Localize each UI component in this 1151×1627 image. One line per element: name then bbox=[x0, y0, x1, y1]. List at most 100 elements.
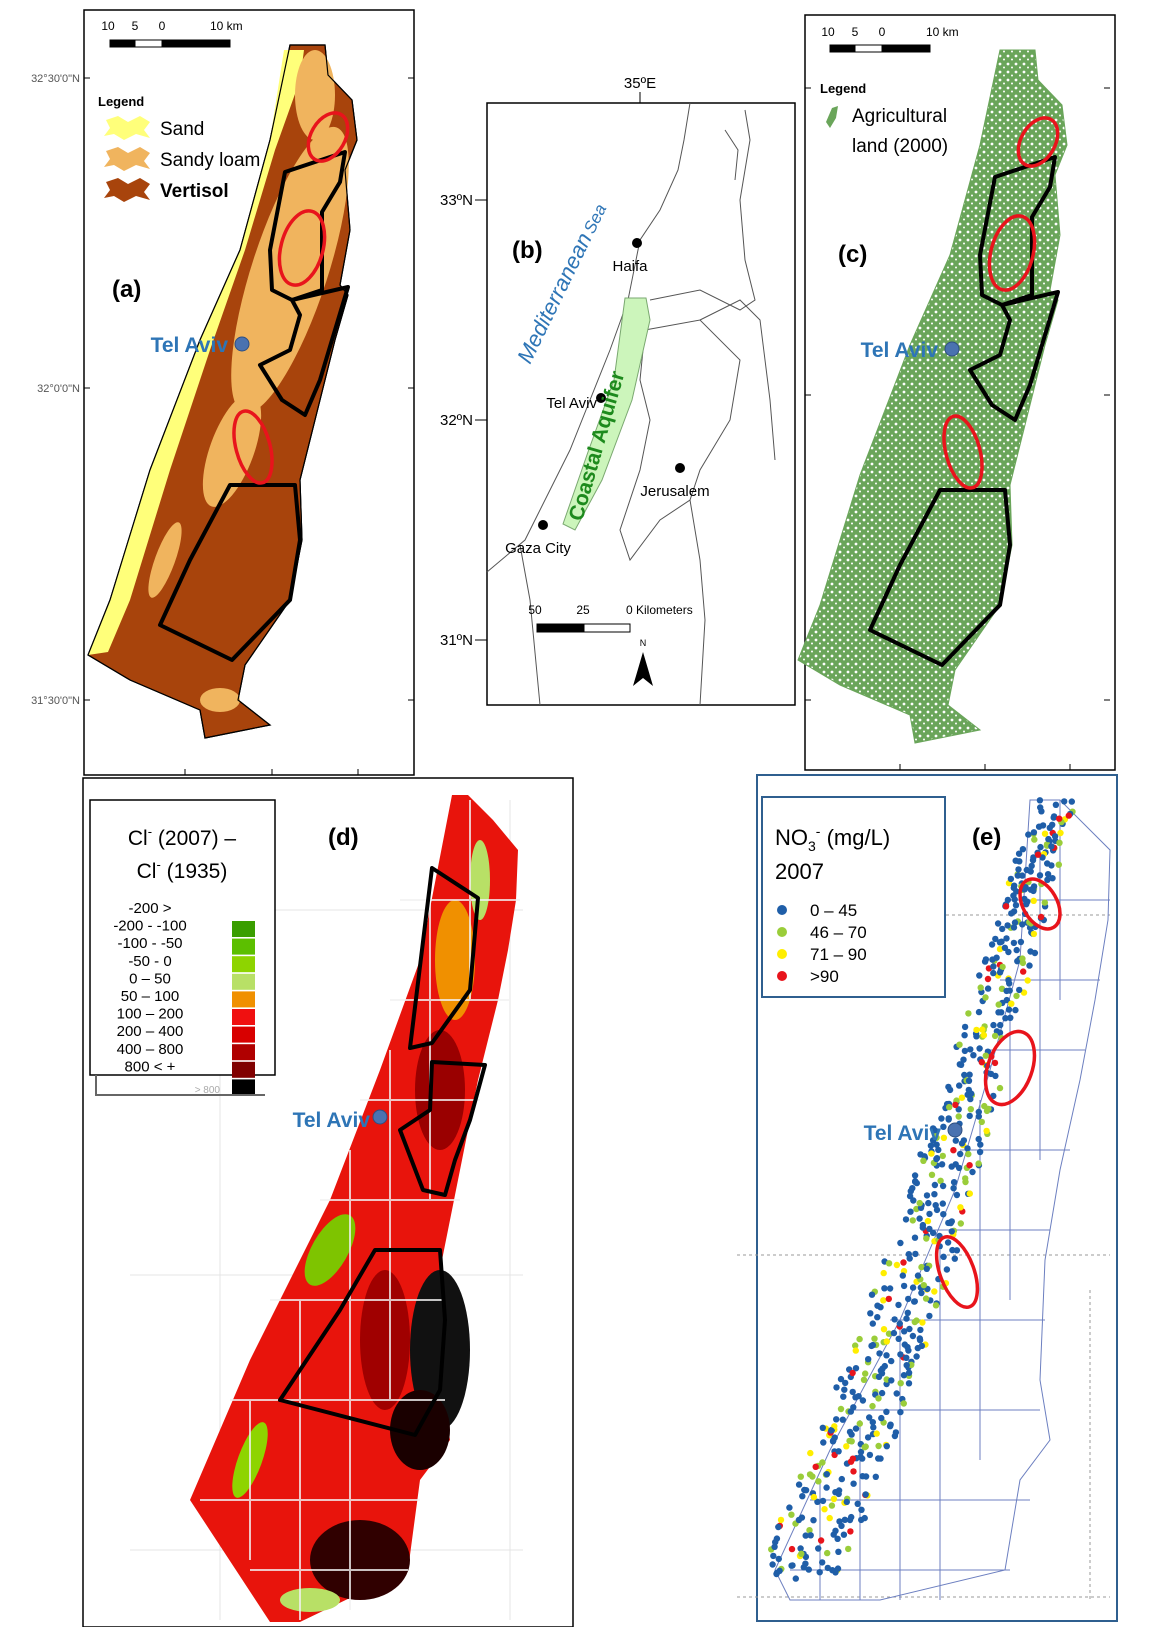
sample-dot bbox=[906, 1370, 912, 1376]
sample-dot bbox=[884, 1443, 890, 1449]
sample-dot bbox=[807, 1450, 813, 1456]
sample-dot bbox=[901, 1400, 907, 1406]
sample-dot bbox=[1008, 876, 1014, 882]
sample-dot bbox=[1002, 945, 1008, 951]
sample-dot bbox=[891, 1316, 897, 1322]
city-label: Tel Aviv bbox=[293, 1109, 371, 1132]
sample-dot bbox=[954, 1192, 960, 1198]
panel-label: (b) bbox=[512, 237, 543, 264]
sample-dot bbox=[1031, 829, 1037, 835]
sample-dot bbox=[832, 1489, 838, 1495]
sample-dot bbox=[841, 1532, 847, 1538]
legend-label: Sand bbox=[160, 119, 204, 140]
legend-label: 71 – 90 bbox=[810, 945, 867, 964]
sample-dot bbox=[995, 920, 1001, 926]
sample-dot bbox=[858, 1507, 864, 1513]
north-label: N bbox=[640, 638, 647, 648]
sample-dot bbox=[903, 1355, 909, 1361]
sample-dot bbox=[796, 1517, 802, 1523]
panel-b: 35ºE 33ºN 32ºN 31ºN Haifa Tel Aviv Jerus… bbox=[440, 75, 795, 705]
legend-swatch bbox=[232, 1079, 255, 1095]
sample-dot bbox=[982, 958, 988, 964]
sample-dot bbox=[926, 1313, 932, 1319]
legend-dot bbox=[777, 949, 787, 959]
sample-dot bbox=[815, 1545, 821, 1551]
legend-label: Sandy loam bbox=[160, 150, 260, 171]
sample-dot bbox=[911, 1298, 917, 1304]
sample-dot bbox=[844, 1499, 850, 1505]
latitude-label: 32°30'0"N bbox=[31, 73, 80, 85]
sample-dot bbox=[1025, 831, 1031, 837]
sample-dot bbox=[865, 1356, 871, 1362]
scale-label: 5 bbox=[852, 25, 859, 39]
sample-dot bbox=[959, 1140, 965, 1146]
sample-dot bbox=[876, 1350, 882, 1356]
sample-dot bbox=[811, 1494, 817, 1500]
sample-dot bbox=[923, 1295, 929, 1301]
sample-dot bbox=[1069, 798, 1075, 804]
sample-dot bbox=[886, 1260, 892, 1266]
sample-dot bbox=[774, 1535, 780, 1541]
sample-dot bbox=[941, 1135, 947, 1141]
sample-dot bbox=[843, 1443, 849, 1449]
sample-dot bbox=[920, 1158, 926, 1164]
sample-dot bbox=[1019, 955, 1025, 961]
sample-dot bbox=[898, 1380, 904, 1386]
sample-dot bbox=[1026, 962, 1032, 968]
sample-dot bbox=[840, 1417, 846, 1423]
city-dot bbox=[948, 1123, 962, 1137]
scale-label: 0 Kilometers bbox=[626, 603, 693, 617]
sample-dot bbox=[1011, 883, 1017, 889]
sample-dot bbox=[796, 1481, 802, 1487]
sample-dot bbox=[910, 1197, 916, 1203]
sample-dot bbox=[1004, 922, 1010, 928]
sample-dot bbox=[832, 1528, 838, 1534]
city-label: Tel Aviv bbox=[151, 334, 229, 357]
sample-dot bbox=[875, 1443, 881, 1449]
sample-dot bbox=[1053, 802, 1059, 808]
legend-title: NO3- (mg/L) bbox=[775, 823, 890, 854]
sample-dot bbox=[1025, 977, 1031, 983]
sample-dot bbox=[897, 1320, 903, 1326]
sample-dot bbox=[863, 1491, 869, 1497]
sample-dot bbox=[932, 1182, 938, 1188]
sample-dot bbox=[967, 1046, 973, 1052]
sample-dot bbox=[825, 1565, 831, 1571]
city-dot bbox=[632, 238, 642, 248]
sample-dot bbox=[815, 1478, 821, 1484]
sample-dot bbox=[883, 1409, 889, 1415]
sample-dot bbox=[835, 1448, 841, 1454]
sample-dot bbox=[970, 1052, 976, 1058]
sample-dot bbox=[831, 1496, 837, 1502]
sample-dot bbox=[845, 1546, 851, 1552]
sample-dot bbox=[950, 1185, 956, 1191]
legend-title: Cl- (2007) – bbox=[128, 824, 237, 850]
sample-dot bbox=[850, 1456, 856, 1462]
figure: 10 5 0 10 km 32°30'0"N 32°0'0"N 31°30'0"… bbox=[0, 0, 1151, 1627]
sample-dot bbox=[949, 1163, 955, 1169]
sample-dot bbox=[985, 985, 991, 991]
sample-dot bbox=[1037, 844, 1043, 850]
legend-dot bbox=[777, 927, 787, 937]
sample-dot bbox=[1040, 822, 1046, 828]
sample-dot bbox=[820, 1439, 826, 1445]
sample-dot bbox=[884, 1338, 890, 1344]
legend-swatch bbox=[232, 921, 255, 937]
sample-dot bbox=[830, 1438, 836, 1444]
sample-dot bbox=[1056, 816, 1062, 822]
sample-dot bbox=[957, 1204, 963, 1210]
sample-dot bbox=[834, 1536, 840, 1542]
sample-dot bbox=[966, 1087, 972, 1093]
sample-dot bbox=[819, 1459, 825, 1465]
sample-dot bbox=[778, 1517, 784, 1523]
sample-dot bbox=[996, 1001, 1002, 1007]
sample-dot bbox=[865, 1434, 871, 1440]
sample-dot bbox=[880, 1297, 886, 1303]
legend-title-part: Cl bbox=[128, 827, 148, 850]
sample-dot bbox=[983, 1053, 989, 1059]
sample-dot bbox=[978, 984, 984, 990]
sample-dot bbox=[915, 1272, 921, 1278]
sample-dot bbox=[938, 1115, 944, 1121]
sample-dot bbox=[862, 1444, 868, 1450]
sample-dot bbox=[1031, 836, 1037, 842]
